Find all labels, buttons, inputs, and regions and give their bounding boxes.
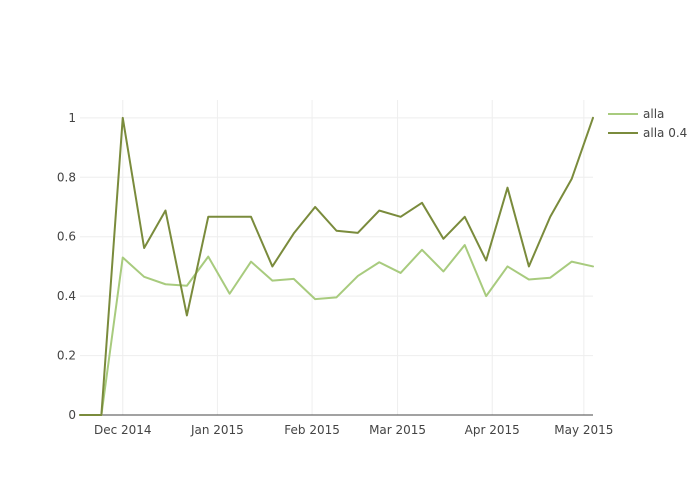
y-tick-label: 0 [68, 408, 76, 422]
x-tick-label: May 2015 [554, 423, 613, 437]
legend-item[interactable]: alla [608, 107, 664, 121]
y-tick-label: 0.6 [57, 230, 76, 244]
x-axis-ticks: Dec 2014 Jan 2015 Feb 2015 Mar 2015 Apr 2015… [94, 423, 613, 437]
series [79, 116, 594, 416]
y-tick-label: 1 [68, 111, 76, 125]
x-tick-label: Dec 2014 [94, 423, 152, 437]
y-tick-label: 0.8 [57, 170, 76, 184]
x-tick-label: Apr 2015 [465, 423, 520, 437]
series-line-1 [79, 116, 594, 416]
series-line-0 [79, 244, 594, 416]
y-axis-ticks: 0 0.2 0.4 0.6 0.8 1 [57, 111, 76, 422]
legend-label: alla [643, 107, 664, 121]
legend-item[interactable]: alla 0.4 [608, 126, 687, 140]
legend-label: alla 0.4 [643, 126, 687, 140]
y-tick-label: 0.2 [57, 349, 76, 363]
legend[interactable]: alla alla 0.4 [608, 107, 687, 140]
x-tick-label: Mar 2015 [369, 423, 426, 437]
y-tick-label: 0.4 [57, 289, 76, 303]
x-tick-label: Feb 2015 [284, 423, 340, 437]
x-tick-label: Jan 2015 [190, 423, 244, 437]
